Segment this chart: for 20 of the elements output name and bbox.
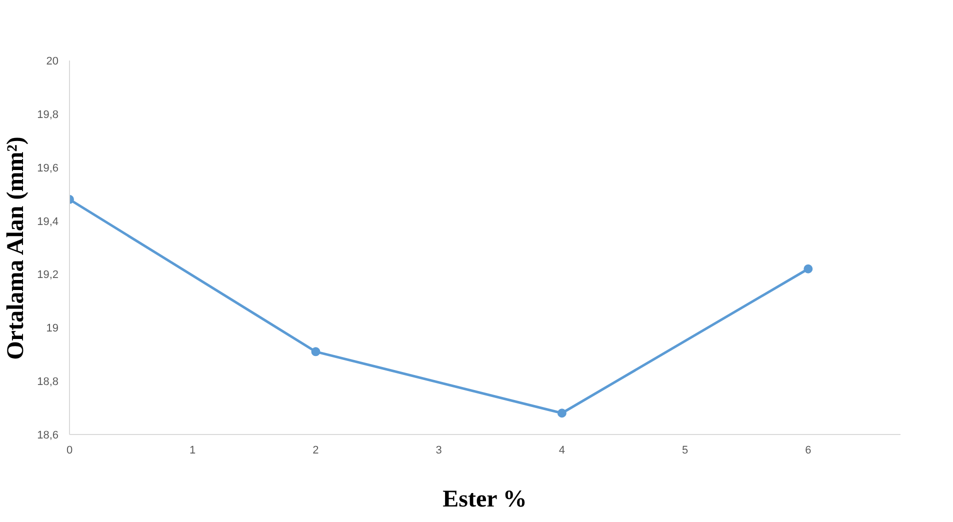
x-tick-label: 2: [312, 444, 319, 456]
y-tick-label: 19,2: [37, 269, 59, 282]
point: [804, 264, 813, 274]
y-tick-label: 20: [46, 56, 59, 68]
point: [311, 347, 320, 356]
x-tick-label: 3: [436, 444, 442, 456]
x-tick-label: 1: [190, 444, 196, 456]
y-axis-title: Ortalama Alan (mm²): [3, 136, 30, 360]
x-tick-label: 0: [66, 444, 73, 456]
y-tick-label: 19: [46, 322, 59, 335]
y-tick-label: 18,6: [37, 430, 59, 442]
x-axis-title: Ester %: [442, 486, 527, 512]
x-tick-label: 6: [805, 444, 812, 456]
x-tick-label: 4: [558, 444, 566, 456]
y-tick-label: 19,6: [37, 162, 59, 174]
point: [557, 408, 566, 418]
y-tick-label: 19,4: [37, 216, 59, 228]
x-tick-label: 5: [682, 444, 688, 456]
y-tick-label: 19,8: [37, 108, 59, 121]
y-tick-label: 18,8: [37, 376, 59, 388]
